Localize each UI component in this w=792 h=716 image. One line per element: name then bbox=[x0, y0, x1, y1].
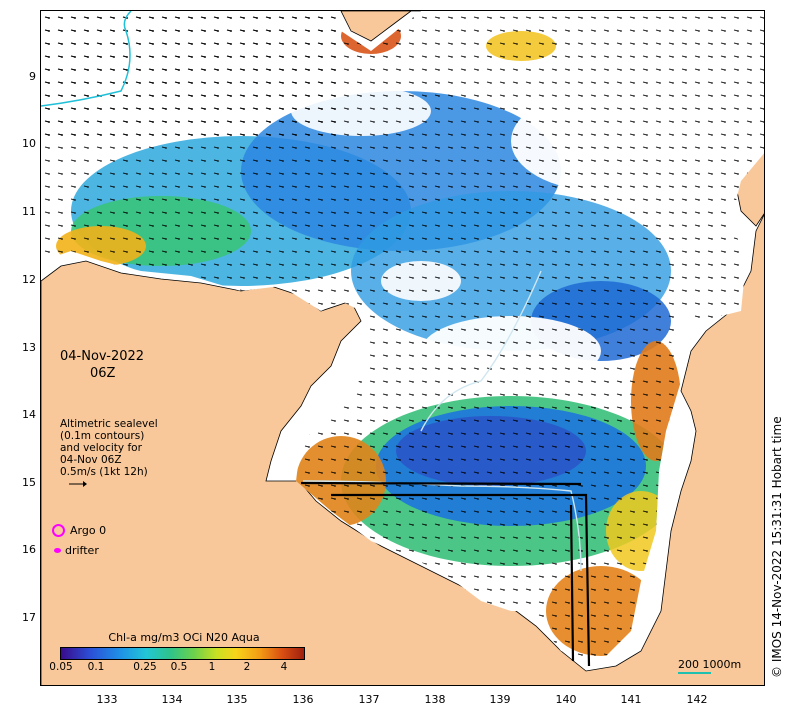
lat-label-12: 12 bbox=[22, 273, 36, 286]
colorbar-tick-6: 4 bbox=[280, 661, 288, 673]
velocity-scale-arrow-icon bbox=[69, 481, 87, 487]
track-lines bbox=[300, 481, 591, 667]
colorbar-tick-2: 0.25 bbox=[133, 661, 157, 673]
lon-label-133: 133 bbox=[96, 693, 118, 706]
lon-label-137: 137 bbox=[358, 693, 380, 706]
legend-argo: Argo 0 bbox=[52, 524, 106, 537]
colorbar-tick-3: 0.5 bbox=[170, 661, 188, 673]
lat-label-16: 16 bbox=[22, 543, 36, 556]
drifter-dot-icon bbox=[54, 548, 61, 553]
altimetry-line-3: and velocity for bbox=[60, 442, 142, 454]
altimetry-line-4: 04-Nov 06Z bbox=[60, 454, 122, 466]
lat-label-11: 11 bbox=[22, 205, 36, 218]
lat-label-9: 9 bbox=[29, 70, 36, 83]
colorbar-tick-4: 1 bbox=[208, 661, 216, 673]
drifter-label: drifter bbox=[65, 544, 99, 557]
colorbar-tick-1: 0.1 bbox=[87, 661, 105, 673]
lat-label-17: 17 bbox=[22, 611, 36, 624]
legend-drifter: drifter bbox=[52, 544, 99, 557]
lon-label-138: 138 bbox=[424, 693, 446, 706]
lon-label-139: 139 bbox=[489, 693, 511, 706]
isobath-contour bbox=[302, 270, 582, 572]
lat-label-15: 15 bbox=[22, 476, 36, 489]
colorbar bbox=[60, 647, 305, 660]
lon-label-135: 135 bbox=[226, 693, 248, 706]
colorbar-tick-5: 2 bbox=[243, 661, 251, 673]
colorbar-title: Chl-a mg/m3 OCi N20 Aqua bbox=[108, 631, 260, 644]
lon-label-136: 136 bbox=[292, 693, 314, 706]
credit-text: © IMOS 14-Nov-2022 15:31:31 Hobart time bbox=[770, 416, 784, 678]
map-graphic bbox=[41, 11, 764, 685]
map-time: 06Z bbox=[90, 366, 116, 381]
argo-ring-icon bbox=[52, 524, 65, 537]
altimetry-legend: Altimetric sealevel (0.1m contours) and … bbox=[60, 418, 158, 491]
velocity-arrows bbox=[41, 11, 341, 141]
map-canvas[interactable] bbox=[40, 10, 765, 686]
argo-label: Argo 0 bbox=[70, 524, 107, 537]
altimetry-line-2: (0.1m contours) bbox=[60, 430, 145, 442]
colorbar-tick-0: 0.05 bbox=[49, 661, 73, 673]
lon-label-134: 134 bbox=[161, 693, 183, 706]
timestamp: 04-Nov-2022 06Z bbox=[60, 348, 144, 382]
lat-label-10: 10 bbox=[22, 137, 36, 150]
map-date: 04-Nov-2022 bbox=[60, 349, 145, 364]
altimetry-line-1: Altimetric sealevel bbox=[60, 418, 158, 430]
isobath-scale-label: 200 1000m bbox=[678, 658, 742, 671]
isobath-scale-bar bbox=[678, 672, 711, 674]
isobath-200m bbox=[41, 11, 132, 107]
lon-label-141: 141 bbox=[620, 693, 642, 706]
lat-label-13: 13 bbox=[22, 341, 36, 354]
altimetry-line-5: 0.5m/s (1kt 12h) bbox=[60, 466, 148, 478]
lon-label-140: 140 bbox=[555, 693, 577, 706]
lat-label-14: 14 bbox=[22, 408, 36, 421]
lon-label-142: 142 bbox=[686, 693, 708, 706]
